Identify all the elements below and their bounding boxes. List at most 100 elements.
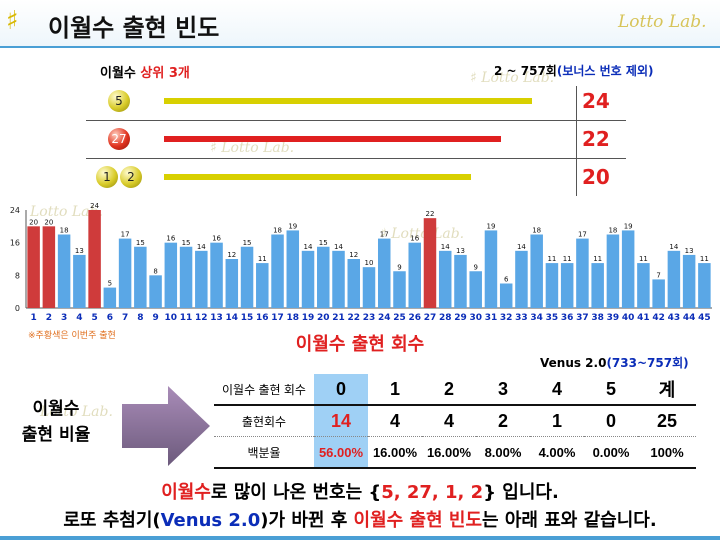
ratio-cell: 4 (422, 405, 476, 437)
bar (149, 275, 162, 308)
range-prefix: 2 ~ 757회 (494, 64, 557, 78)
data-label: 11 (258, 255, 267, 263)
bar (210, 242, 223, 308)
bar (484, 230, 498, 308)
data-label: 18 (608, 227, 617, 235)
bar (606, 234, 620, 308)
data-label: 11 (639, 255, 648, 263)
chart-title: 이월수 출현 회수 (295, 334, 425, 355)
ratio-cell: 0 (584, 405, 638, 437)
data-label: 16 (212, 235, 221, 243)
ratio-cell: 16.00% (368, 436, 422, 469)
data-label: 20 (29, 218, 38, 226)
x-tick-label: 37 (576, 313, 589, 323)
ratio-cell: 2 (422, 374, 476, 406)
x-tick-label: 13 (210, 313, 223, 323)
venus-prefix: Venus 2.0 (540, 356, 607, 370)
footer-seg: 5, 27, 1, 2 (381, 482, 484, 503)
bar (134, 246, 147, 308)
y-tick-label: 24 (10, 206, 20, 215)
bar (438, 250, 452, 308)
ratio-cell: 25 (638, 405, 696, 437)
x-tick-label: 23 (363, 313, 376, 323)
top3-label: 이월수 상위 3개 (100, 62, 190, 81)
bar (637, 263, 650, 308)
data-label: 22 (426, 210, 435, 218)
top3-value: 24 (582, 89, 610, 113)
watermark-text: ♯ Lotto Lab. (210, 140, 295, 156)
x-tick-label: 32 (500, 313, 513, 323)
bar (545, 263, 559, 308)
bar (225, 259, 239, 308)
ratio-cell: 14 (314, 405, 368, 437)
y-tick-label: 8 (15, 271, 20, 280)
bar (682, 254, 696, 308)
y-tick-label: 16 (10, 239, 20, 248)
ratio-cell: 16.00% (422, 436, 476, 469)
bar (591, 263, 604, 308)
ratio-label: 이월수 출현 비율 (12, 396, 100, 448)
top3-bar (164, 174, 471, 180)
data-label: 14 (441, 243, 450, 251)
data-label: 24 (90, 202, 99, 210)
data-label: 5 (108, 280, 112, 288)
ratio-cell: 1 (530, 405, 584, 437)
page-title: 이월수 출현 빈도 (48, 14, 220, 42)
data-label: 12 (227, 251, 236, 259)
top3-row-divider (86, 158, 626, 159)
bar (195, 250, 208, 308)
ratio-label-line2: 출현 비율 (21, 425, 91, 445)
bar (347, 259, 361, 308)
lotto-ball: 1 (96, 166, 118, 188)
ratio-cell: 8.00% (476, 436, 530, 469)
data-label: 18 (532, 227, 541, 235)
bar (362, 267, 376, 308)
ratio-count-row: 출현회수 14 4 4 2 1 0 25 (214, 405, 696, 437)
top3-bar (164, 136, 501, 142)
data-label: 15 (136, 239, 145, 247)
x-tick-label: 10 (165, 313, 178, 323)
x-tick-label: 35 (546, 313, 559, 323)
x-tick-label: 6 (107, 313, 113, 323)
x-tick-label: 25 (393, 313, 406, 323)
data-label: 17 (121, 231, 130, 239)
title-bar (0, 0, 720, 48)
venus-label: Venus 2.0(733~757회) (540, 354, 689, 371)
x-tick-label: 29 (454, 313, 467, 323)
bar (286, 230, 300, 308)
bar (27, 226, 40, 308)
x-tick-label: 24 (378, 313, 391, 323)
data-label: 14 (334, 243, 343, 251)
lotto-ball: 2 (120, 166, 142, 188)
bar (301, 250, 315, 308)
data-label: 17 (380, 231, 389, 239)
x-tick-label: 12 (195, 313, 208, 323)
bar (423, 218, 437, 308)
data-label: 13 (685, 247, 694, 255)
data-label: 14 (669, 243, 678, 251)
bar (317, 246, 330, 308)
x-tick-label: 21 (332, 313, 345, 323)
x-tick-label: 39 (607, 313, 620, 323)
footer-seg: 이월수 (161, 482, 211, 503)
bar (698, 263, 711, 308)
top3-value: 22 (582, 127, 610, 151)
x-tick-label: 28 (439, 313, 452, 323)
x-tick-label: 15 (241, 313, 254, 323)
watermark-text: Lotto Lab. (30, 204, 103, 220)
x-tick-label: 33 (515, 313, 528, 323)
venus-note: (733~757회) (606, 356, 689, 370)
ratio-cell: 100% (638, 436, 696, 469)
range-label: 2 ~ 757회(보너스 번호 제외) (494, 62, 653, 79)
x-tick-label: 11 (180, 313, 193, 323)
data-label: 20 (44, 218, 53, 226)
x-tick-label: 2 (46, 313, 52, 323)
bar (103, 287, 117, 308)
bar (454, 254, 467, 308)
x-tick-label: 1 (30, 313, 36, 323)
x-tick-label: 9 (152, 313, 158, 323)
data-label: 11 (700, 255, 709, 263)
bar-chart: 0816242012021831342455617715889161015111… (10, 202, 712, 323)
data-label: 6 (504, 276, 509, 284)
data-label: 15 (243, 239, 252, 247)
